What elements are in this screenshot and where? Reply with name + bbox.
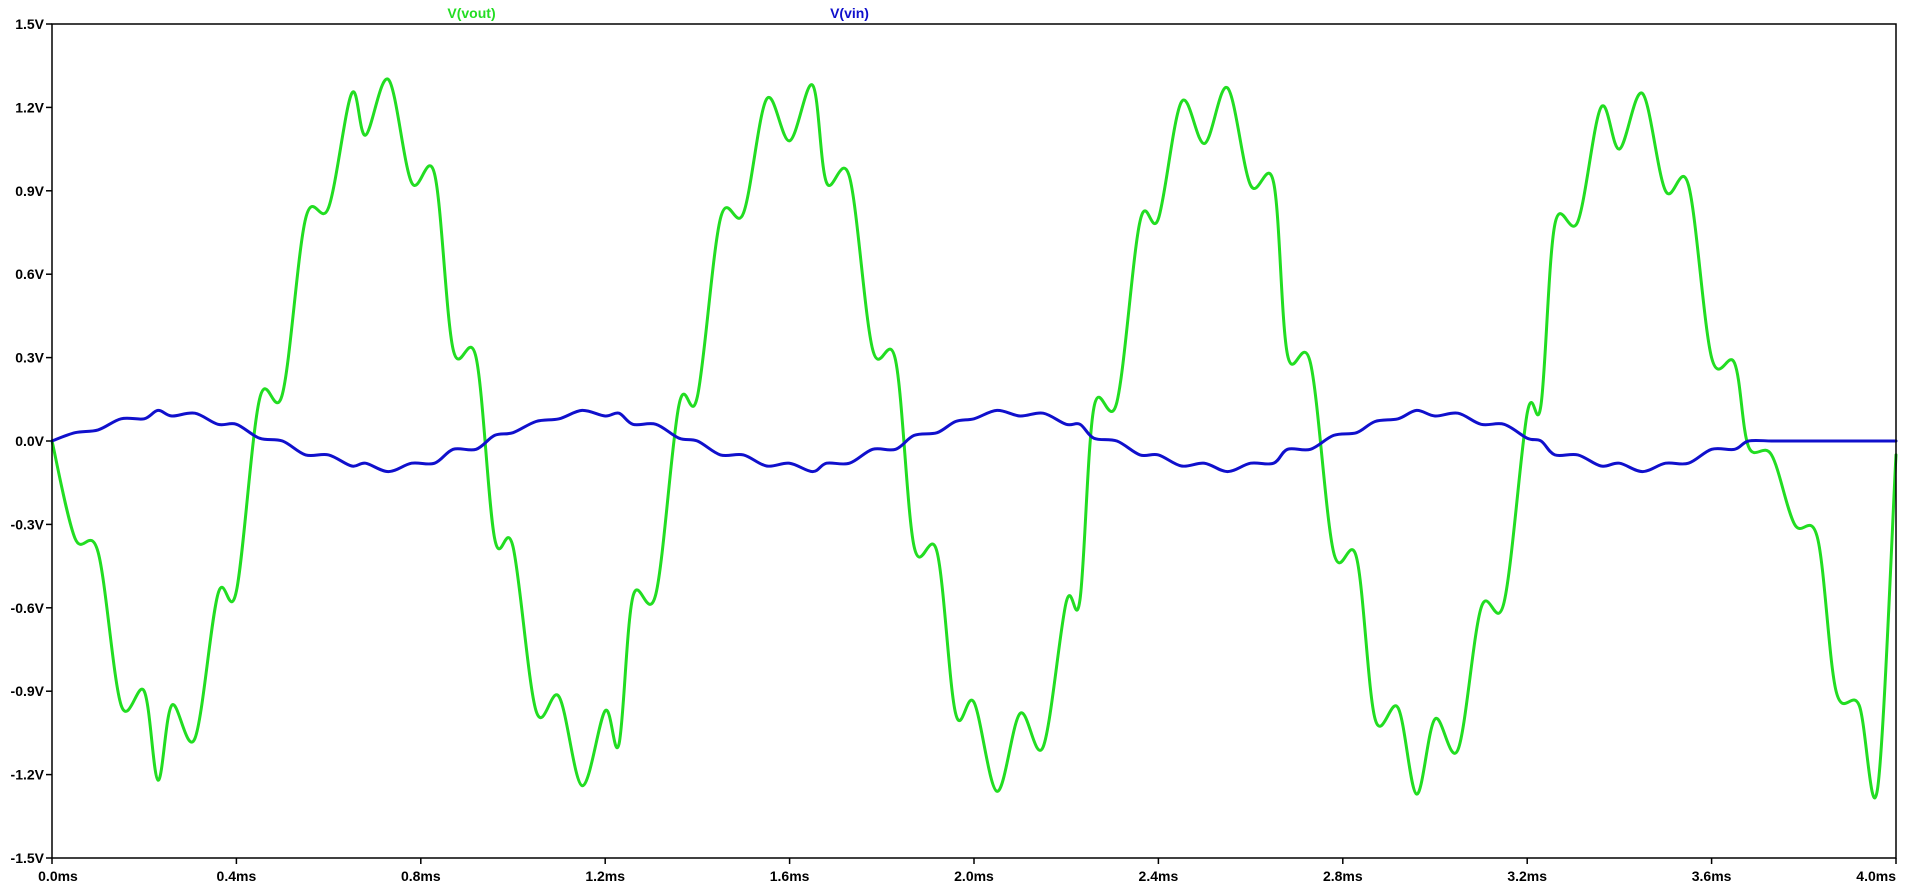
y-tick-label: 0.6V [15, 266, 44, 282]
y-tick-label: -0.6V [11, 600, 45, 616]
y-tick-label: 0.3V [15, 350, 44, 366]
y-tick-label: -0.3V [11, 516, 45, 532]
x-tick-label: 3.6ms [1692, 868, 1732, 884]
series-line-vvout [50, 77, 1898, 800]
x-tick-label: 0.8ms [401, 868, 441, 884]
series-layer [50, 77, 1898, 800]
x-tick-label: 0.4ms [217, 868, 257, 884]
y-tick-label: -0.9V [11, 683, 45, 699]
legend-label-vvout[interactable]: V(vout) [447, 5, 495, 21]
plot-frame [51, 23, 1897, 859]
x-tick-label: 4.0ms [1856, 868, 1896, 884]
y-tick-label: -1.2V [11, 767, 45, 783]
y-tick-label: 1.2V [15, 99, 44, 115]
x-tick-label: 2.4ms [1139, 868, 1179, 884]
x-tick-label: 3.2ms [1507, 868, 1547, 884]
legend: V(vout) V(vin) [447, 5, 869, 21]
y-tick-label: 1.5V [15, 16, 44, 32]
x-tick-label: 0.0ms [38, 868, 78, 884]
y-tick-label: -1.5V [11, 850, 45, 866]
y-tick-label: 0.0V [15, 433, 44, 449]
x-axis-ticks: 0.0ms 0.4ms 0.8ms 1.2ms 1.6ms 2.0ms 2.4ms 2.8ms… [38, 858, 1897, 884]
y-axis-ticks: 1.5V 1.2V 0.9V 0.6V 0.3V 0.0V -0.3V -0.6V -0.9V -… [11, 16, 52, 866]
series-line-vvin [50, 408, 1898, 474]
x-tick-label: 1.6ms [770, 868, 810, 884]
x-tick-label: 1.2ms [585, 868, 625, 884]
x-tick-label: 2.8ms [1323, 868, 1363, 884]
x-tick-label: 2.0ms [954, 868, 994, 884]
legend-label-vvin[interactable]: V(vin) [830, 5, 869, 21]
y-tick-label: 0.9V [15, 183, 44, 199]
